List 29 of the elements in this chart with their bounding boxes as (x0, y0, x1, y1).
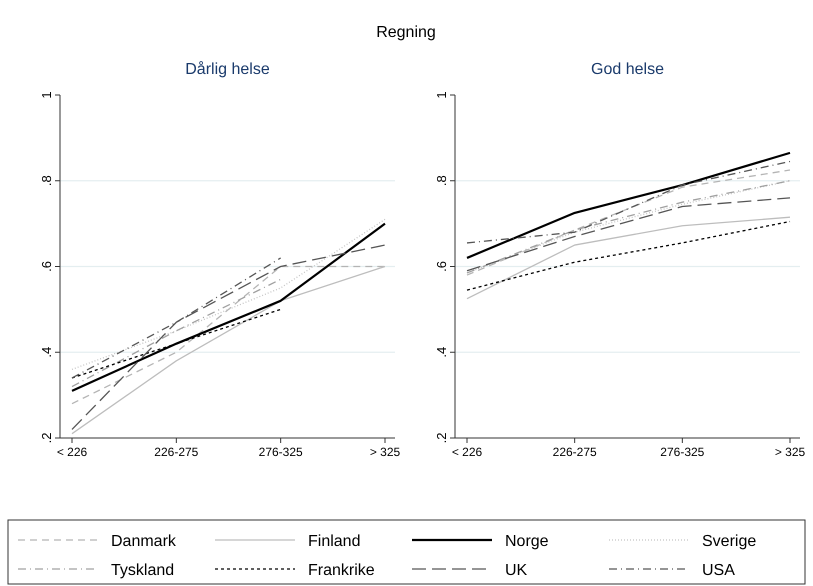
y-tick-label: .6 (39, 261, 54, 272)
y-tick-label: .4 (39, 346, 54, 358)
legend-label: Tyskland (111, 562, 174, 579)
y-tick-label: .2 (434, 432, 449, 444)
legend-label: Sverige (702, 533, 756, 550)
legend-label: USA (702, 562, 736, 579)
chart-title: God helse (591, 61, 664, 78)
x-tick-label: 226-275 (154, 445, 199, 459)
x-tick-label: 226-275 (552, 445, 598, 459)
chart-title: Dårlig helse (185, 61, 270, 78)
x-tick-label: > 325 (774, 445, 806, 459)
x-tick-label: > 325 (370, 445, 400, 459)
y-tick-label: .2 (39, 432, 54, 444)
y-tick-label: 1 (434, 91, 449, 99)
y-tick-label: 1 (39, 91, 54, 99)
x-tick-label: < 226 (452, 445, 482, 459)
legend-label: Danmark (111, 533, 177, 550)
y-tick-label: .4 (434, 346, 449, 358)
legend-label: UK (505, 562, 528, 579)
x-tick-label: 276-325 (258, 445, 304, 459)
legend-label: Finland (308, 533, 360, 550)
text: Regning (376, 24, 436, 41)
y-tick-label: .8 (434, 175, 449, 186)
legend-label: Frankrike (308, 562, 375, 579)
x-tick-label: 276-325 (660, 445, 705, 459)
x-tick-label: < 226 (56, 445, 88, 459)
y-tick-label: .8 (39, 175, 54, 186)
y-tick-label: .6 (434, 261, 449, 272)
legend-label: Norge (505, 533, 549, 550)
